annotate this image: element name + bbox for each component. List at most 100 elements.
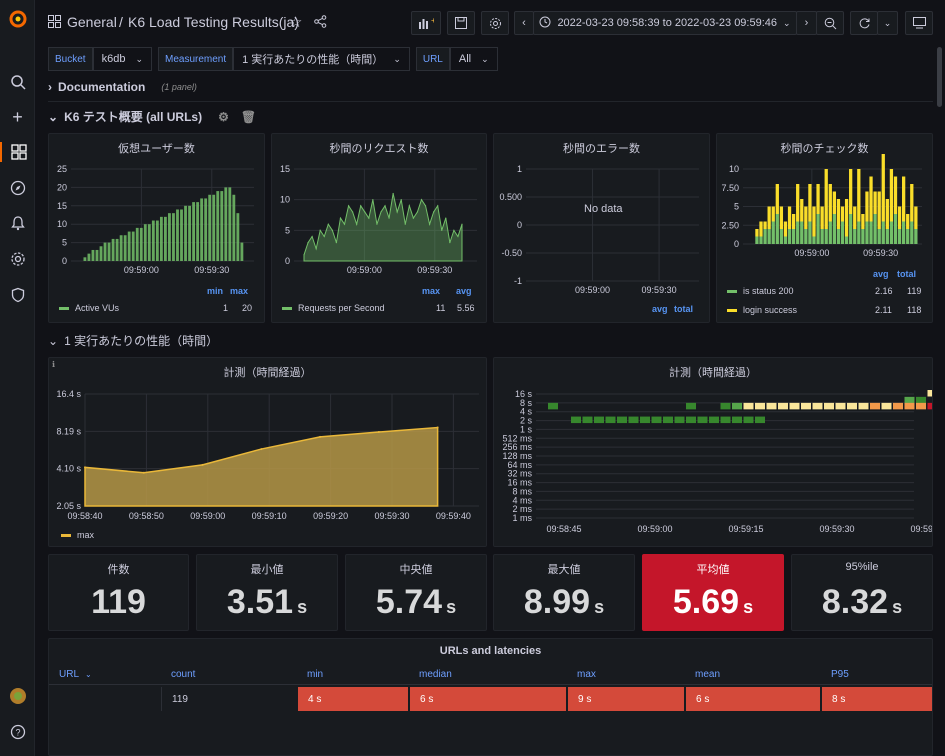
- grafana-logo-icon[interactable]: [0, 8, 35, 30]
- legend-item[interactable]: Requests per Second: [282, 303, 385, 313]
- panel-title: 秒間のエラー数: [563, 143, 640, 155]
- legend-item[interactable]: is status 200: [727, 286, 794, 296]
- panel-url-table[interactable]: URLs and latencies URL ⌄ count min median…: [48, 638, 933, 756]
- gear-icon[interactable]: [0, 249, 35, 269]
- refresh-interval-chevron-icon[interactable]: ⌄: [877, 11, 898, 35]
- chevron-down-icon: ⌄: [48, 109, 59, 124]
- bell-icon[interactable]: [0, 213, 35, 233]
- panel-errors[interactable]: 秒間のエラー数 1 0.500 0 -0.50 -1 09:59:00 09:59:30 N…: [493, 133, 710, 323]
- avatar[interactable]: [0, 686, 35, 706]
- checks-bar-login: [865, 191, 869, 222]
- panel-title: 計測（時間経過）: [669, 367, 757, 379]
- settings-gear-icon[interactable]: [481, 11, 509, 35]
- shield-icon[interactable]: [0, 285, 35, 305]
- add-panel-button[interactable]: +: [411, 11, 441, 35]
- row-overview[interactable]: ⌄ K6 テスト概要 (all URLs) ⚙ 🗑: [48, 108, 256, 125]
- stat-value: 3.51 s: [197, 583, 337, 622]
- dashboard-grid-icon: [48, 15, 61, 31]
- max-point: [436, 426, 439, 429]
- y-tick-label: 4 s: [520, 407, 533, 417]
- stat-count[interactable]: 件数 119: [48, 554, 189, 631]
- row-documentation[interactable]: › Documentation (1 panel): [48, 80, 197, 94]
- stat-p95[interactable]: 95%ile 8.32 s: [791, 554, 933, 631]
- panel-measure-line[interactable]: ℹ 計測（時間経過） 16.4 s 8.19 s 4.10 s 2.05 s 09:58…: [48, 357, 487, 547]
- row-delete-icon[interactable]: 🗑: [240, 109, 257, 124]
- stat-median[interactable]: 中央値 5.74 s: [345, 554, 487, 631]
- share-icon[interactable]: [314, 15, 327, 31]
- svg-text:+: +: [431, 16, 434, 25]
- stat-title: 最大値: [547, 564, 581, 576]
- vus-bar: [184, 205, 187, 261]
- checks-bar-status: [861, 229, 865, 244]
- col-header-median[interactable]: median: [419, 668, 452, 680]
- checks-bar-login: [853, 206, 857, 229]
- dashboard-title[interactable]: K6 Load Testing Results(ja): [128, 14, 299, 30]
- measurement-select[interactable]: 1 実行あたりの性能（時間） ⌄: [233, 47, 410, 71]
- col-header-min[interactable]: min: [307, 668, 324, 680]
- heatmap-cell: [904, 396, 915, 404]
- row-settings-gear-icon[interactable]: ⚙: [218, 109, 229, 124]
- breadcrumb-folder[interactable]: General: [67, 14, 117, 30]
- compass-icon[interactable]: [0, 178, 35, 198]
- heatmap-cell: [904, 402, 915, 410]
- zoom-out-icon[interactable]: [816, 11, 844, 35]
- y-tick-label: -1: [514, 276, 522, 286]
- row-divider: [48, 101, 933, 102]
- search-icon[interactable]: [0, 72, 35, 92]
- heatmap-cell: [709, 416, 719, 424]
- help-icon[interactable]: ?: [0, 722, 35, 742]
- col-header-url[interactable]: URL ⌄: [49, 665, 161, 683]
- heatmap-cell: [663, 416, 673, 424]
- checks-bar-login: [783, 221, 788, 237]
- stat-unit: s: [892, 597, 903, 617]
- scrollbar[interactable]: [937, 47, 942, 107]
- x-tick-label: 09:58:50: [129, 511, 164, 521]
- row-performance[interactable]: ⌄ 1 実行あたりの性能（時間）: [48, 332, 218, 349]
- col-header-count[interactable]: count: [171, 668, 196, 680]
- checks-bar-login: [779, 206, 784, 229]
- vus-bar: [143, 224, 147, 261]
- checks-bar-status: [832, 214, 836, 244]
- info-icon[interactable]: ℹ: [52, 360, 56, 369]
- legend-item[interactable]: login success: [727, 305, 797, 315]
- rps-point: [352, 211, 354, 213]
- col-header-max[interactable]: max: [577, 668, 596, 680]
- x-tick-label: 09:59:30: [417, 265, 452, 275]
- col-header-p95[interactable]: P95: [831, 668, 849, 680]
- refresh-icon[interactable]: [850, 11, 878, 35]
- y-tick-label: 2 s: [520, 416, 533, 426]
- heatmap-cell: [801, 402, 811, 410]
- time-back-chevron-icon[interactable]: ‹: [514, 11, 534, 35]
- legend-min: 1: [223, 303, 229, 313]
- tv-mode-icon[interactable]: [905, 11, 933, 35]
- stat-mean[interactable]: 平均値 5.69 s: [642, 554, 784, 631]
- time-forward-chevron-icon[interactable]: ›: [796, 11, 817, 35]
- checks-bar-status: [869, 221, 873, 244]
- chevron-down-icon: ⌄: [393, 53, 401, 64]
- dashboards-icon[interactable]: [0, 142, 35, 162]
- panel-rps[interactable]: 秒間のリクエスト数 15 10 5 0 09:59:00 09:59:30 max avg…: [271, 133, 487, 323]
- url-select[interactable]: All ⌄: [449, 47, 498, 71]
- checks-bar-status: [865, 221, 869, 244]
- stat-min[interactable]: 最小値 3.51 s: [196, 554, 338, 631]
- star-icon[interactable]: ☆: [289, 14, 303, 31]
- breadcrumb-separator: /: [119, 14, 123, 30]
- stat-title: 95%ile: [845, 561, 879, 573]
- panel-vus[interactable]: 仮想ユーザー数 25 20 15 10 5 0 09:59:00 09:59:30 min m…: [48, 133, 265, 323]
- x-tick-label: 09:59:00: [347, 265, 382, 275]
- legend-item[interactable]: Active VUs: [59, 303, 119, 313]
- legend-item[interactable]: max: [61, 530, 94, 540]
- cell-url: [49, 687, 161, 711]
- bucket-select[interactable]: k6db ⌄: [92, 47, 152, 71]
- col-header-mean[interactable]: mean: [695, 668, 721, 680]
- y-tick-label: 15: [57, 201, 67, 211]
- save-icon[interactable]: [447, 11, 475, 35]
- time-range-picker[interactable]: 2022-03-23 09:58:39 to 2022-03-23 09:59:…: [533, 11, 797, 35]
- plus-icon[interactable]: +: [12, 106, 23, 127]
- stat-max[interactable]: 最大値 8.99 s: [493, 554, 635, 631]
- panel-checks[interactable]: 秒間のチェック数 10 7.50 5 2.50 0 09:59:00 09:59:30 av…: [716, 133, 933, 323]
- row-title: 1 実行あたりの性能（時間）: [64, 334, 219, 348]
- legend-header-total: total: [674, 304, 693, 314]
- y-tick-label: 20: [57, 182, 67, 192]
